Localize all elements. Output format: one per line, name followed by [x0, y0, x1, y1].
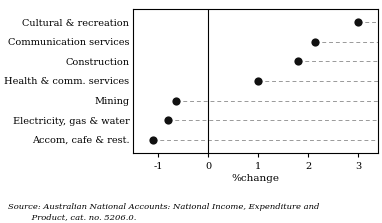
Point	[255, 79, 261, 83]
Point	[173, 99, 179, 102]
Point	[355, 21, 361, 24]
X-axis label: %change: %change	[231, 174, 280, 183]
Text: Source: Australian National Accounts: National Income, Expenditure and
         : Source: Australian National Accounts: Na…	[8, 203, 319, 221]
Point	[312, 40, 319, 44]
Point	[165, 118, 172, 122]
Point	[151, 138, 157, 141]
Point	[295, 60, 301, 63]
